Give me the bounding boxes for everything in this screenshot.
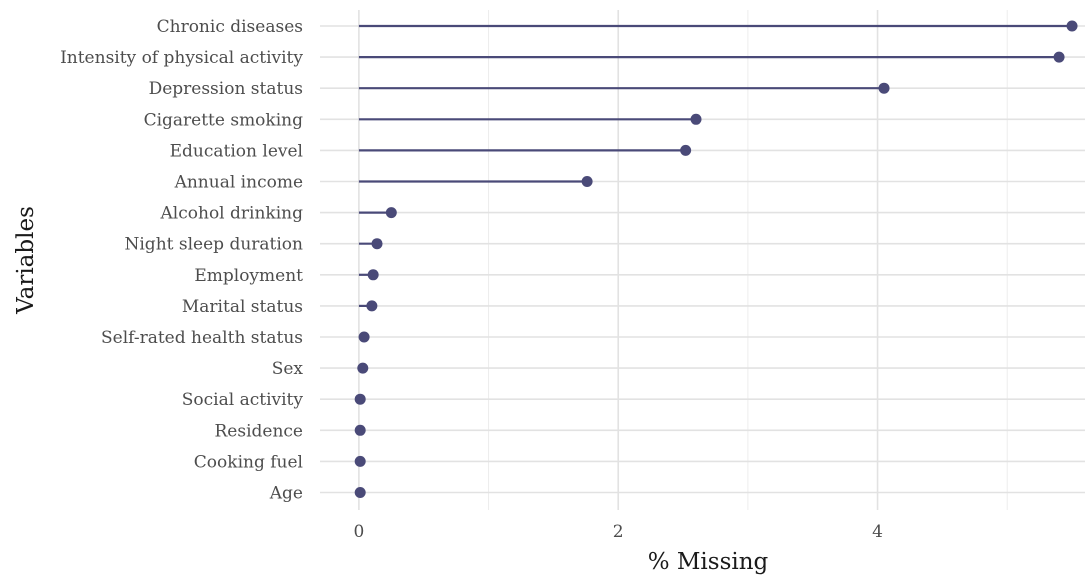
x-tick-label: 2 (613, 522, 624, 542)
lollipop-point (1066, 20, 1078, 32)
y-tick-label: Employment (194, 266, 303, 286)
lollipop-point (581, 176, 593, 187)
x-tick-labels: 0 2 4 (353, 522, 882, 542)
y-tick-label: Marital status (182, 297, 303, 317)
y-tick-label: Alcohol drinking (160, 204, 304, 224)
lollipop-point (354, 487, 366, 498)
y-tick-label: Sex (272, 359, 304, 379)
y-tick-label: Intensity of physical activity (60, 48, 303, 68)
y-tick-label: Depression status (149, 79, 303, 99)
y-tick-labels: Chronic diseases Intensity of physical ac… (60, 17, 303, 504)
lollipop-point (366, 300, 378, 312)
y-axis-title: Variables (13, 206, 39, 315)
lollipop-point (680, 144, 692, 156)
y-tick-label: Residence (215, 421, 304, 441)
lollipop-point (371, 238, 383, 250)
y-tick-label: Social activity (182, 390, 304, 410)
y-tick-label: Age (269, 484, 303, 504)
lollipop-point (690, 113, 702, 125)
y-tick-label: Self-rated health status (101, 328, 303, 348)
y-tick-label: Night sleep duration (125, 235, 304, 255)
lollipop-point (367, 269, 379, 281)
y-tick-label: Cigarette smoking (144, 110, 304, 130)
lollipop-point (354, 393, 366, 405)
lollipop-marks (354, 20, 1078, 498)
y-tick-label: Education level (170, 141, 303, 161)
lollipop-point (1053, 51, 1065, 63)
y-tick-label: Annual income (174, 173, 303, 193)
lollipop-point (354, 424, 366, 436)
grid-lines (320, 10, 1085, 510)
lollipop-point (358, 331, 370, 343)
y-tick-label: Chronic diseases (157, 17, 303, 37)
x-tick-label: 4 (872, 522, 883, 542)
y-tick-label: Cooking fuel (194, 452, 303, 472)
lollipop-point (878, 82, 890, 94)
x-axis-title: % Missing (648, 549, 769, 575)
lollipop-point (357, 362, 369, 374)
lollipop-point (354, 455, 366, 467)
lollipop-point (385, 207, 397, 219)
x-tick-label: 0 (353, 522, 364, 542)
